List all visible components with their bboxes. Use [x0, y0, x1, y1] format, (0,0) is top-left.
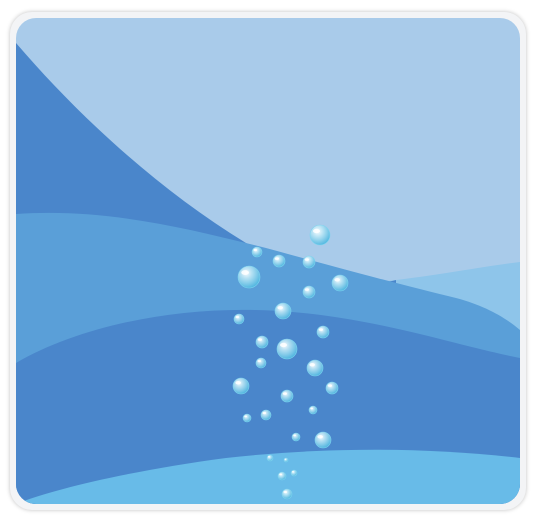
- bubble: [290, 469, 298, 477]
- bubble-highlight: [291, 471, 295, 473]
- bubble: [306, 359, 324, 377]
- bubble-highlight: [277, 306, 284, 310]
- bubble: [255, 335, 269, 349]
- bubble-highlight: [317, 435, 324, 439]
- bubble-body: [237, 265, 261, 289]
- bubbles-group: [232, 224, 349, 500]
- bubble-body: [242, 413, 252, 423]
- bubble: [251, 246, 263, 258]
- bubble: [272, 254, 286, 268]
- bubble-body: [233, 313, 245, 325]
- bubble: [274, 302, 292, 320]
- bubble: [260, 409, 272, 421]
- bubble-highlight: [327, 384, 332, 387]
- bubble-body: [251, 246, 263, 258]
- bubble-highlight: [279, 473, 282, 476]
- bubble-highlight: [304, 258, 309, 261]
- bubble-highlight: [283, 490, 287, 494]
- bubble: [302, 285, 316, 299]
- bubble-body: [302, 255, 316, 269]
- bubble-body: [290, 469, 298, 477]
- bubble-body: [280, 389, 294, 403]
- bubble: [302, 255, 316, 269]
- bubble: [331, 274, 349, 292]
- bubble-body: [306, 359, 324, 377]
- bubble-highlight: [253, 248, 257, 252]
- bubble-highlight: [262, 411, 266, 415]
- bubble-body: [277, 471, 287, 481]
- bubble-highlight: [280, 342, 287, 348]
- bubble-body: [266, 454, 274, 462]
- bubble-highlight: [274, 257, 279, 260]
- bubble-body: [255, 357, 267, 369]
- bubble: [309, 224, 331, 246]
- bubble-body: [255, 335, 269, 349]
- bubble: [308, 405, 318, 415]
- bubble-body: [308, 405, 318, 415]
- bubble: [316, 325, 330, 339]
- bubble-highlight: [257, 359, 261, 363]
- bubble-body: [283, 457, 289, 463]
- bubble-body: [281, 488, 293, 500]
- bubble: [266, 454, 274, 462]
- bubble-body: [309, 224, 331, 246]
- bubble-highlight: [244, 415, 248, 418]
- bubble-highlight: [304, 288, 309, 291]
- water-waves-icon: [16, 18, 520, 504]
- waves-scene: [16, 18, 520, 504]
- bubble: [280, 389, 294, 403]
- bubble-highlight: [310, 407, 313, 410]
- bubble-highlight: [267, 456, 270, 458]
- bubble: [283, 457, 289, 463]
- bubble-highlight: [284, 458, 286, 460]
- bubble-body: [274, 302, 292, 320]
- bubble-body: [316, 325, 330, 339]
- bubble-highlight: [282, 392, 287, 395]
- bubble-highlight: [313, 228, 320, 234]
- bubble: [314, 431, 332, 449]
- bubble-body: [291, 432, 301, 442]
- bubble-highlight: [334, 278, 341, 282]
- bubble-body: [314, 431, 332, 449]
- bubble: [277, 471, 287, 481]
- bubble-body: [325, 381, 339, 395]
- bubble-body: [260, 409, 272, 421]
- bubble-highlight: [235, 381, 241, 385]
- bubble-highlight: [318, 328, 323, 331]
- bubble: [233, 313, 245, 325]
- bubble: [237, 265, 261, 289]
- bubble-body: [232, 377, 250, 395]
- bubble: [242, 413, 252, 423]
- bubble-body: [331, 274, 349, 292]
- bubble-highlight: [309, 363, 316, 367]
- bubble: [232, 377, 250, 395]
- bubble-body: [272, 254, 286, 268]
- bubble: [291, 432, 301, 442]
- bubble-highlight: [293, 434, 296, 437]
- bubble: [276, 338, 298, 360]
- bubble-highlight: [235, 315, 239, 319]
- bubble-highlight: [257, 338, 262, 341]
- bubble-body: [276, 338, 298, 360]
- bubble-body: [302, 285, 316, 299]
- bottom-wave: [16, 449, 520, 504]
- bubble: [255, 357, 267, 369]
- bubble-highlight: [241, 270, 249, 276]
- bubble: [325, 381, 339, 395]
- bubble: [281, 488, 293, 500]
